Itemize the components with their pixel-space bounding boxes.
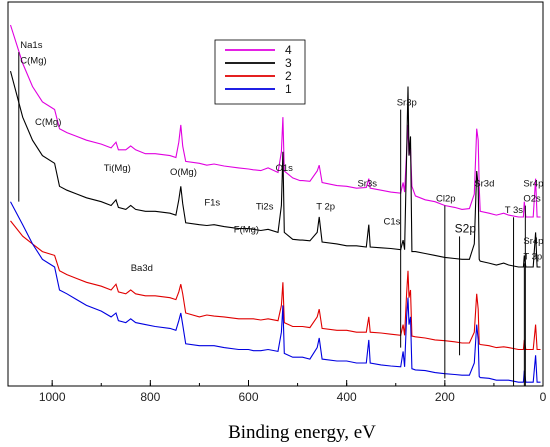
- peak-annotations: Na1s C(Mg) C(Mg) Ti(Mg) O(Mg) F1s F(Mg) Ba3d Ti2…: [18, 40, 543, 386]
- plot-area: [7, 1, 544, 387]
- peak-label: T 2p: [316, 201, 335, 212]
- peak-label: Ba3d: [131, 263, 153, 274]
- peak-label: F1s: [204, 198, 220, 209]
- peak-label: S2p: [455, 221, 477, 235]
- series-4-line: [9, 24, 541, 218]
- peak-label: T 3s: [505, 205, 524, 216]
- x-tick-label: 600: [238, 390, 258, 404]
- peak-label: Sr3s: [357, 178, 377, 189]
- x-tick-label: 1000: [39, 390, 66, 404]
- peak-label: Sr3p: [397, 98, 417, 109]
- peak-label: C(Mg): [35, 117, 61, 128]
- plot-frame: [7, 1, 544, 387]
- x-tick-label: 200: [435, 390, 455, 404]
- peak-label: Cl2p: [436, 194, 456, 205]
- x-axis-label: Binding energy, eV: [228, 422, 376, 443]
- peak-label: Sr4p: [523, 178, 543, 189]
- legend-label: 1: [285, 82, 292, 96]
- peak-label: Sr3d: [474, 178, 494, 189]
- x-tick-label: 0: [540, 390, 547, 404]
- x-axis: 1000 800 600 400 200 0: [39, 380, 547, 404]
- legend-label: 2: [285, 69, 292, 83]
- series-2-line: [10, 220, 541, 351]
- peak-label: Sr4p: [523, 236, 543, 247]
- peak-label: C(Mg): [20, 55, 46, 66]
- peak-label: T 3p: [523, 251, 542, 262]
- peak-label: O(Mg): [170, 167, 197, 178]
- x-tick-label: 400: [337, 390, 357, 404]
- legend-label: 4: [285, 43, 292, 57]
- peak-label: Ti2s: [256, 201, 274, 212]
- peak-label: Na1s: [20, 40, 42, 51]
- series-group: [9, 24, 541, 383]
- legend-label: 3: [285, 56, 292, 70]
- series-1-line: [10, 201, 541, 383]
- x-tick-label: 800: [140, 390, 160, 404]
- peak-label: O1s: [276, 163, 294, 174]
- series-3-line: [9, 70, 541, 268]
- peak-label: C1s: [383, 217, 400, 228]
- peak-label: O2s: [523, 194, 541, 205]
- peak-label: Ti(Mg): [104, 163, 131, 174]
- peak-label: F(Mg): [234, 224, 259, 235]
